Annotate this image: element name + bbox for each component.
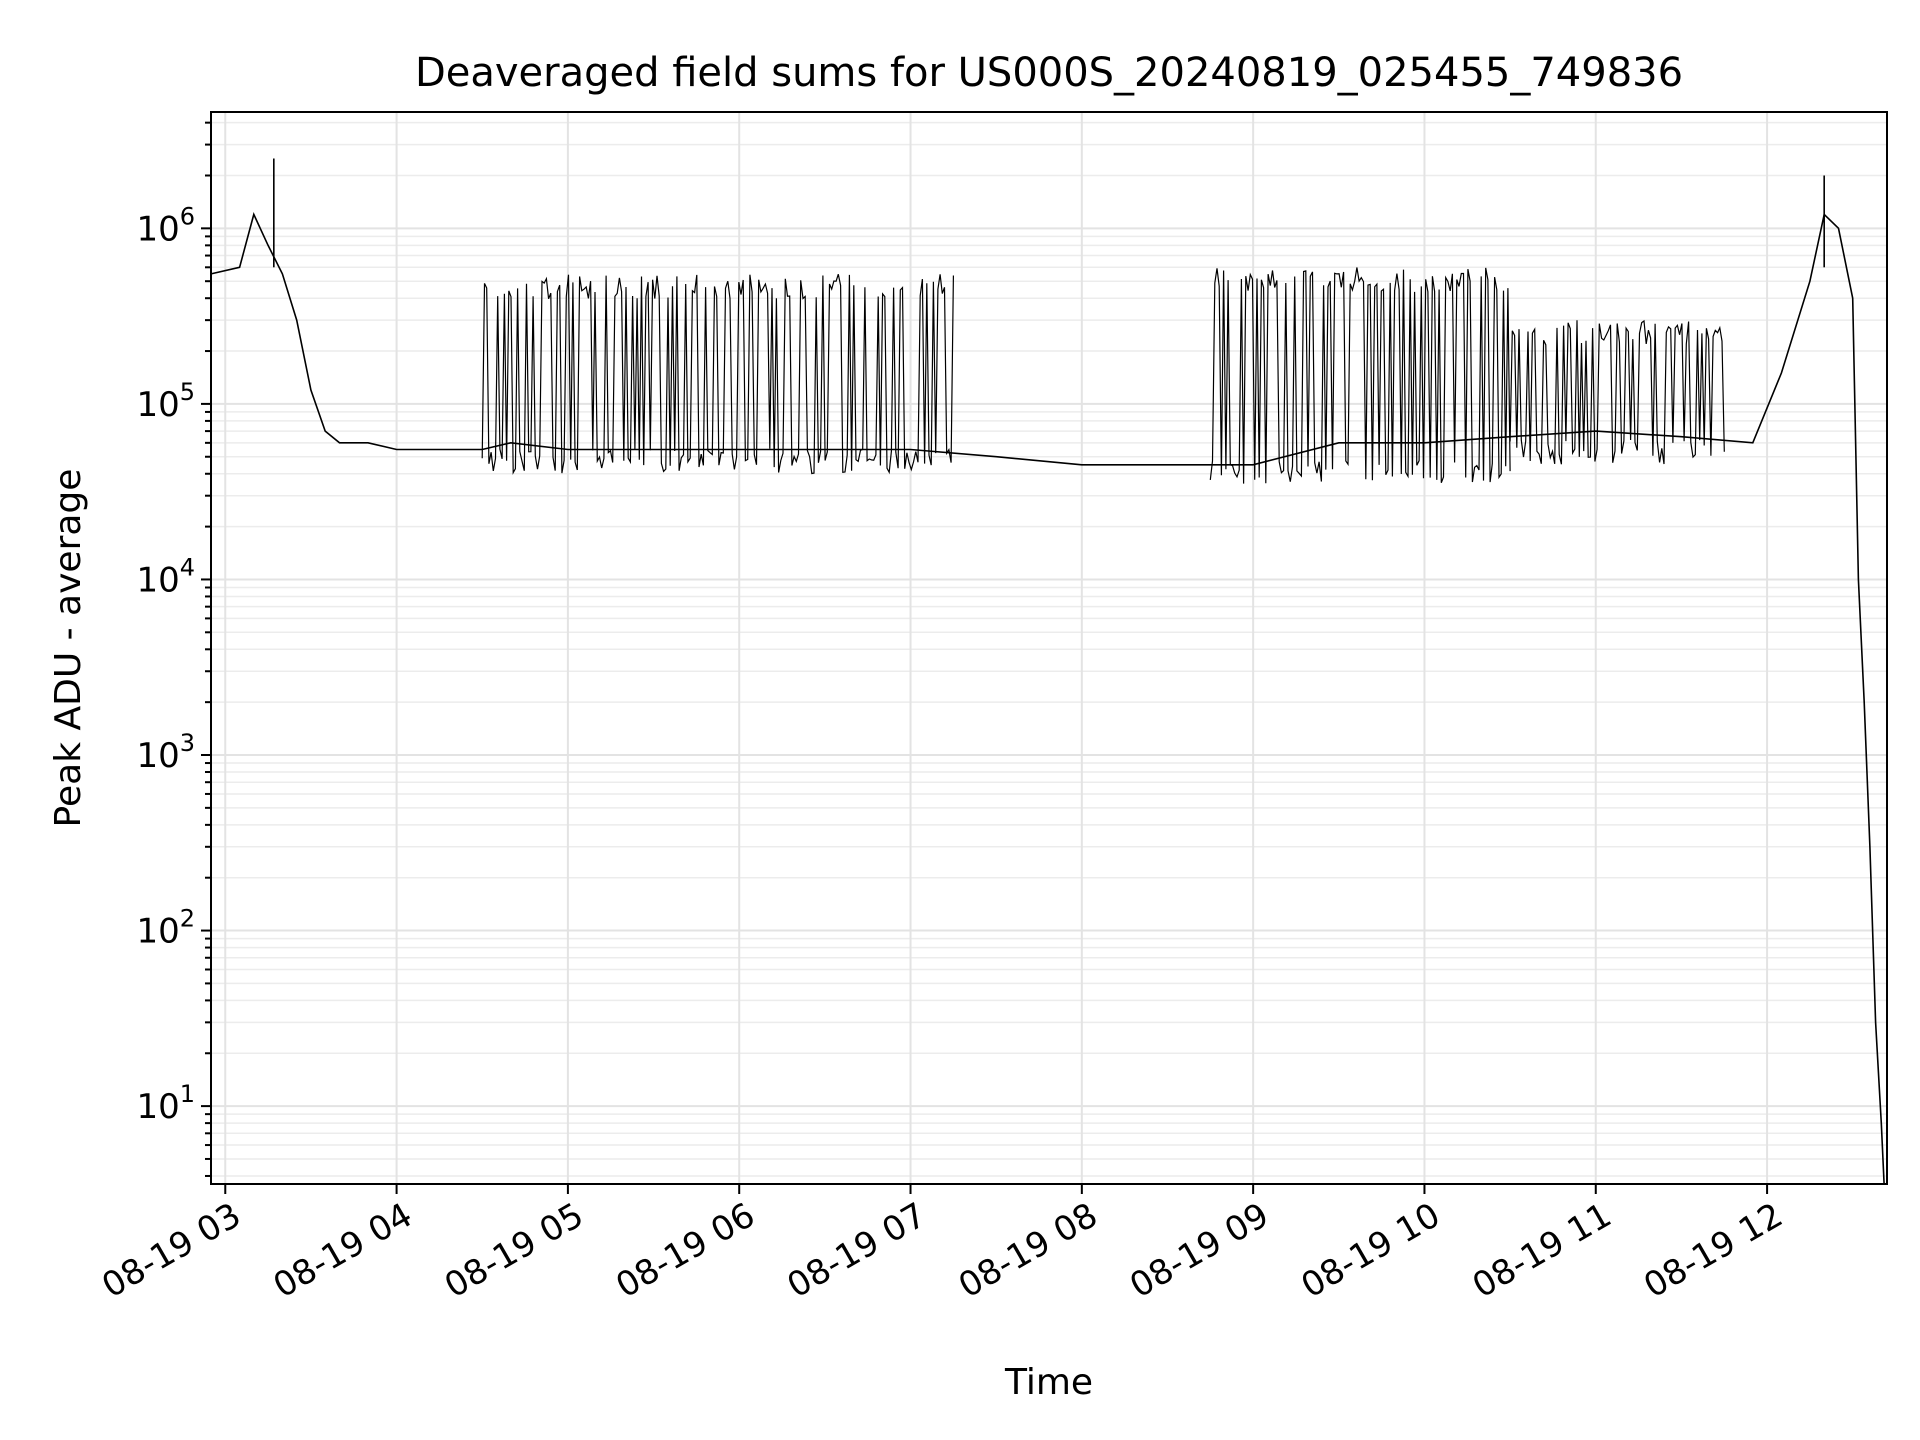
y-axis: 101 102 103 104 105 106	[136, 121, 211, 1177]
grid	[211, 112, 1887, 1184]
y-tick-label: 101	[136, 1080, 195, 1127]
chart-title: Deaveraged field sums for US000S_2024081…	[415, 50, 1683, 96]
y-tick-label: 106	[136, 202, 195, 249]
y-tick-label: 104	[136, 553, 195, 600]
series-fluctuation-band	[1209, 267, 1511, 484]
x-axis-label: Time	[1004, 1362, 1093, 1403]
series-fluctuation-band	[1509, 319, 1725, 465]
y-tick-label: 103	[136, 729, 195, 776]
series-line	[210, 212, 1885, 1185]
series-fluctuation-band	[481, 274, 954, 475]
y-axis-label: Peak ADU - average	[48, 469, 89, 828]
y-tick-label: 105	[136, 378, 195, 425]
plot-frame	[210, 111, 1888, 1185]
series-layer	[210, 158, 1885, 1185]
y-tick-label: 102	[136, 905, 195, 952]
